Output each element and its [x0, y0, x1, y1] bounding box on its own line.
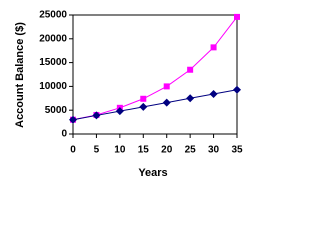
marker	[210, 44, 217, 51]
marker	[233, 85, 241, 94]
y-tick-label: 20000	[39, 33, 67, 44]
x-tick-label: 25	[185, 145, 197, 156]
y-tick-label: 0	[61, 129, 67, 140]
marker	[69, 115, 77, 124]
marker	[187, 66, 194, 73]
y-tick-label: 10000	[39, 81, 67, 92]
x-tick-label: 35	[231, 145, 243, 156]
y-tick-label: 25000	[39, 10, 67, 21]
marker	[186, 94, 195, 103]
marker	[139, 102, 148, 111]
series-line	[72, 16, 238, 121]
y-tick-label: 5000	[45, 105, 68, 116]
y-tick-label: 15000	[39, 57, 67, 68]
x-tick-label: 30	[208, 145, 220, 156]
x-axis-title: Years	[138, 167, 167, 179]
x-tick-label: 0	[70, 145, 76, 156]
marker	[209, 90, 218, 99]
x-tick-label: 10	[114, 145, 126, 156]
x-tick-label: 15	[138, 145, 150, 156]
marker	[234, 13, 240, 20]
chart: Years Account Balance ($) 0 5000 10000 1500…	[14, 10, 243, 179]
marker	[115, 107, 124, 116]
series-line	[72, 89, 238, 121]
plot-area	[72, 14, 238, 135]
marker	[140, 95, 147, 102]
x-tick-label: 5	[94, 145, 100, 156]
x-tick-label: 20	[161, 145, 173, 156]
y-axis-title: Account Balance ($)	[14, 22, 26, 128]
marker	[162, 98, 171, 107]
marker	[92, 111, 101, 120]
marker	[163, 83, 170, 90]
